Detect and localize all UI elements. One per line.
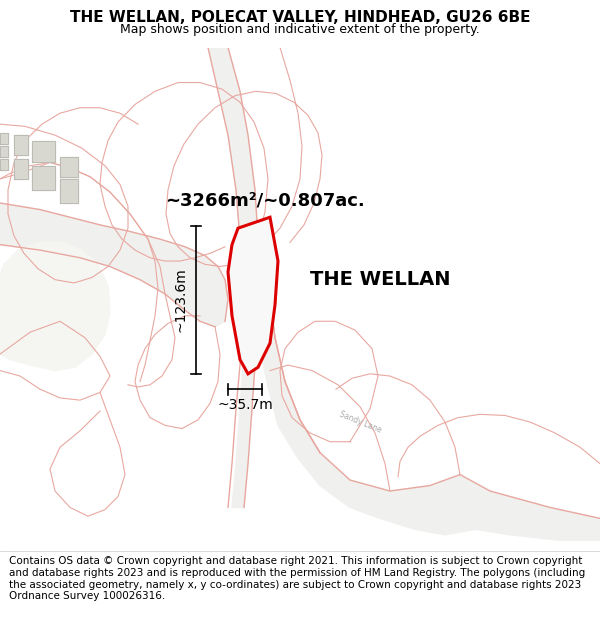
Polygon shape	[60, 179, 78, 203]
Text: THE WELLAN: THE WELLAN	[310, 270, 451, 289]
Polygon shape	[14, 135, 28, 155]
Polygon shape	[208, 48, 260, 508]
Polygon shape	[32, 166, 55, 190]
Polygon shape	[0, 203, 228, 327]
Text: ~3266m²/~0.807ac.: ~3266m²/~0.807ac.	[165, 192, 365, 209]
Text: Lion Lane: Lion Lane	[245, 326, 259, 364]
Polygon shape	[254, 239, 600, 540]
Polygon shape	[14, 159, 28, 179]
Polygon shape	[242, 266, 256, 279]
Polygon shape	[32, 141, 55, 162]
Polygon shape	[0, 133, 8, 144]
Text: Sandy Lane: Sandy Lane	[256, 277, 272, 322]
Polygon shape	[0, 159, 8, 170]
Polygon shape	[0, 242, 110, 371]
Text: Map shows position and indicative extent of the property.: Map shows position and indicative extent…	[120, 22, 480, 36]
Text: ~123.6m: ~123.6m	[174, 268, 188, 332]
Text: ~35.7m: ~35.7m	[217, 398, 273, 412]
Text: Sandy Lane: Sandy Lane	[338, 409, 382, 434]
Polygon shape	[228, 217, 278, 374]
Text: Contains OS data © Crown copyright and database right 2021. This information is : Contains OS data © Crown copyright and d…	[9, 556, 585, 601]
Polygon shape	[0, 146, 8, 157]
Polygon shape	[60, 157, 78, 177]
Text: THE WELLAN, POLECAT VALLEY, HINDHEAD, GU26 6BE: THE WELLAN, POLECAT VALLEY, HINDHEAD, GU…	[70, 11, 530, 26]
Polygon shape	[26, 258, 98, 338]
